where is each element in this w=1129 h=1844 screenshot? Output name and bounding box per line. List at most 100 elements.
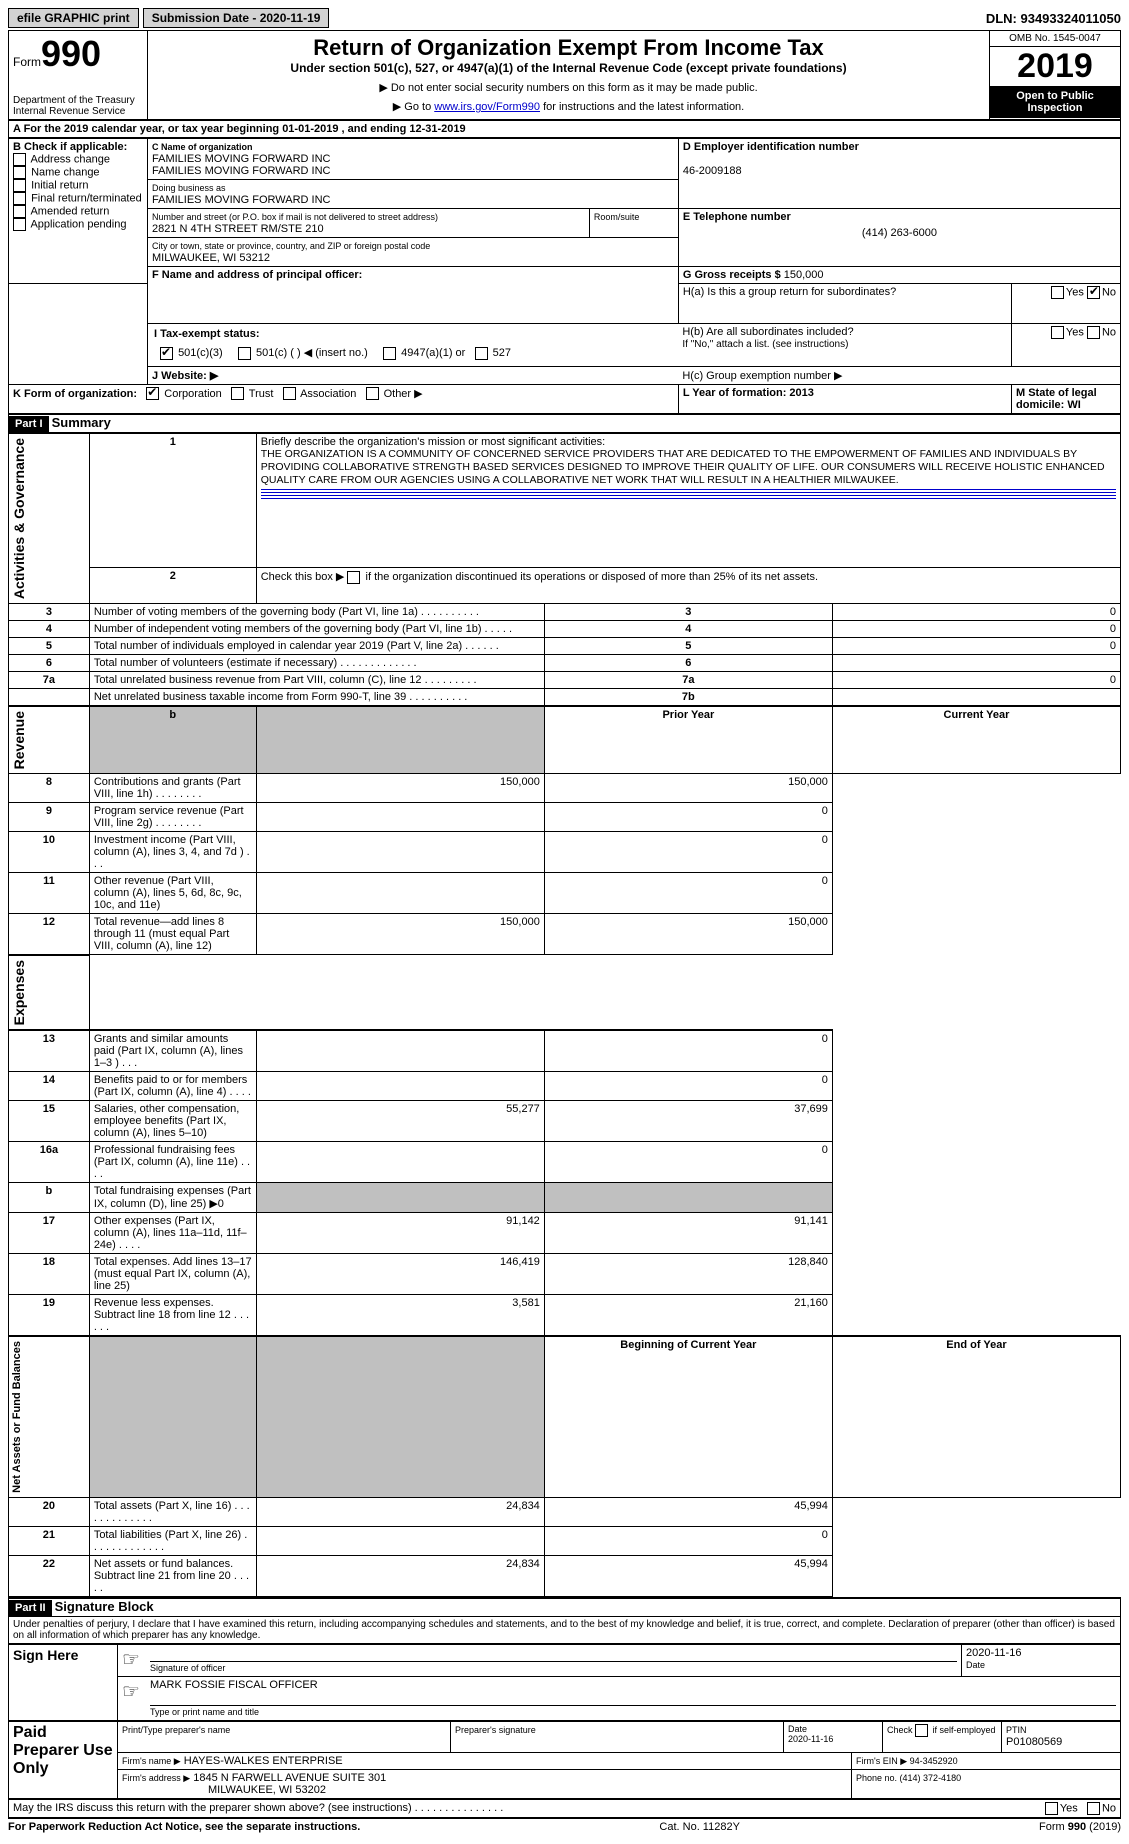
discuss-no: No	[1102, 1802, 1116, 1814]
box-l: L Year of formation: 2013	[683, 387, 814, 399]
firm-ein: Firm's EIN ▶ 94-3452920	[856, 1756, 958, 1766]
b-item-0: Address change	[30, 153, 110, 165]
row-prior: 3,581	[256, 1294, 544, 1336]
ha-yes-check[interactable]	[1051, 286, 1064, 299]
row-desc: Contributions and grants (Part VIII, lin…	[89, 774, 256, 803]
q2-post: if the organization discontinued its ope…	[366, 571, 819, 583]
row-num	[9, 688, 90, 706]
row-prior: 91,142	[256, 1212, 544, 1253]
row-val	[832, 654, 1120, 671]
row-curr: 45,994	[544, 1555, 832, 1596]
irs-link[interactable]: www.irs.gov/Form990	[434, 101, 540, 113]
row-box: 3	[544, 603, 832, 620]
form-word: Form	[13, 55, 41, 69]
row-num: 13	[9, 1030, 90, 1072]
row-prior	[256, 1030, 544, 1072]
b-check-5[interactable]	[13, 218, 26, 231]
discuss-yes-check[interactable]	[1045, 1802, 1058, 1815]
k-assoc-check[interactable]	[283, 387, 296, 400]
row-prior	[256, 1182, 544, 1212]
row-num: 18	[9, 1253, 90, 1294]
omb-number: OMB No. 1545-0047	[990, 31, 1120, 47]
sig-officer-label: Signature of officer	[150, 1663, 225, 1673]
row-num: 9	[9, 803, 90, 832]
line-a: A For the 2019 calendar year, or tax yea…	[8, 121, 1121, 138]
row-prior: 146,419	[256, 1253, 544, 1294]
hb-yes-check[interactable]	[1051, 326, 1064, 339]
footer-left: For Paperwork Reduction Act Notice, see …	[8, 1821, 360, 1833]
vlabel-exp: Expenses	[9, 956, 29, 1029]
k-corp-check[interactable]	[146, 387, 159, 400]
telephone: (414) 263-6000	[683, 227, 1116, 239]
row-num: 8	[9, 774, 90, 803]
row-box: 5	[544, 637, 832, 654]
firm-name-label: Firm's name ▶	[122, 1756, 181, 1766]
i-501c3: 501(c)(3)	[178, 347, 223, 359]
row-desc: Total number of volunteers (estimate if …	[89, 654, 544, 671]
footer-right-pre: Form	[1039, 1821, 1068, 1833]
box-j: J Website: ▶	[152, 370, 218, 382]
k-trust-check[interactable]	[231, 387, 244, 400]
row-desc: Total revenue—add lines 8 through 11 (mu…	[89, 914, 256, 955]
b-check-0[interactable]	[13, 153, 26, 166]
mission-text: THE ORGANIZATION IS A COMMUNITY OF CONCE…	[261, 448, 1105, 486]
discuss-no-check[interactable]	[1087, 1802, 1100, 1815]
row-curr: 0	[544, 1141, 832, 1182]
row-desc: Total assets (Part X, line 16) . . . . .…	[89, 1497, 256, 1526]
b-check-4[interactable]	[13, 205, 26, 218]
dln-value: 93493324011050	[1020, 11, 1121, 26]
header-table: Form990 Department of the Treasury Inter…	[8, 30, 1121, 121]
discuss: May the IRS discuss this return with the…	[13, 1802, 503, 1814]
row-num: 11	[9, 873, 90, 914]
prep-check-pre: Check	[887, 1725, 915, 1735]
ha-no-check[interactable]	[1087, 286, 1100, 299]
q2-check[interactable]	[347, 571, 360, 584]
row-prior	[256, 803, 544, 832]
row-val	[832, 688, 1120, 706]
prep-sig-label: Preparer's signature	[455, 1725, 536, 1735]
row-desc: Other revenue (Part VIII, column (A), li…	[89, 873, 256, 914]
efile-button[interactable]: efile GRAPHIC print	[8, 8, 139, 28]
b-check-3[interactable]	[13, 192, 26, 205]
i-501c3-check[interactable]	[160, 347, 173, 360]
box-c-label: C Name of organization	[152, 142, 253, 152]
room-label: Room/suite	[594, 212, 640, 222]
b-check-1[interactable]	[13, 166, 26, 179]
b-check-2[interactable]	[13, 179, 26, 192]
ptin: P01080569	[1006, 1736, 1062, 1748]
box-g-label: G Gross receipts $	[683, 269, 781, 281]
i-501c-check[interactable]	[238, 347, 251, 360]
vlabel-gov: Activities & Governance	[9, 434, 29, 603]
k-other-check[interactable]	[366, 387, 379, 400]
i-4947-check[interactable]	[383, 347, 396, 360]
info-table: B Check if applicable: Address change Na…	[8, 138, 1121, 415]
row-num: 6	[9, 654, 90, 671]
footer-mid: Cat. No. 11282Y	[659, 1821, 740, 1833]
form-subtitle: Under section 501(c), 527, or 4947(a)(1)…	[156, 61, 981, 75]
ha-no: No	[1102, 286, 1116, 298]
row-prior: 24,834	[256, 1497, 544, 1526]
b-item-5: Application pending	[30, 218, 126, 230]
self-emp-check[interactable]	[915, 1724, 928, 1737]
h-c: H(c) Group exemption number ▶	[682, 370, 842, 382]
firm-name: HAYES-WALKES ENTERPRISE	[184, 1755, 343, 1767]
row-num: 15	[9, 1100, 90, 1141]
row-curr: 91,141	[544, 1212, 832, 1253]
dept-treasury: Department of the Treasury	[13, 95, 143, 106]
hb-no-check[interactable]	[1087, 326, 1100, 339]
part1-hdr: Part I	[9, 416, 49, 432]
part2-hdr: Part II	[9, 1600, 52, 1616]
row-curr: 150,000	[544, 774, 832, 803]
row-num: 21	[9, 1526, 90, 1555]
firm-addr-label: Firm's address ▶	[122, 1773, 190, 1783]
top-bar: efile GRAPHIC print Submission Date - 20…	[8, 8, 1121, 28]
row-desc: Total unrelated business revenue from Pa…	[89, 671, 544, 688]
footer: For Paperwork Reduction Act Notice, see …	[8, 1821, 1121, 1833]
i-label-text: I Tax-exempt status:	[154, 328, 260, 340]
q2-pre: Check this box ▶	[261, 571, 348, 583]
box-d-label: D Employer identification number	[683, 141, 859, 153]
row-desc: Benefits paid to or for members (Part IX…	[89, 1071, 256, 1100]
row-prior	[256, 873, 544, 914]
h-a: H(a) Is this a group return for subordin…	[683, 286, 896, 298]
i-527-check[interactable]	[475, 347, 488, 360]
